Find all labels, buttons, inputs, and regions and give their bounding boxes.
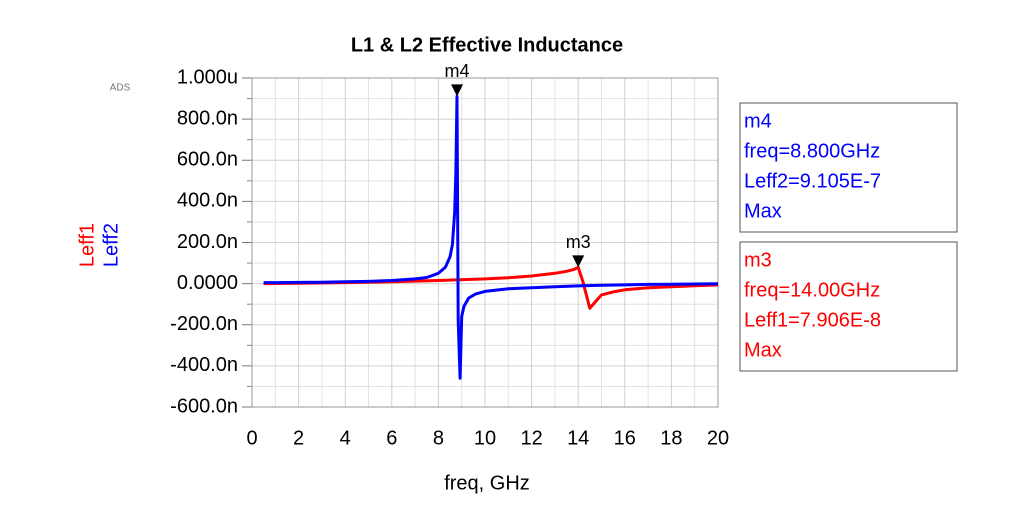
marker-triangle bbox=[572, 255, 585, 268]
y-tick-label: 400.0n bbox=[177, 190, 238, 212]
x-tick-label: 18 bbox=[660, 427, 682, 449]
x-tick-label: 10 bbox=[474, 427, 496, 449]
x-tick-label: 4 bbox=[340, 427, 351, 449]
y-tick-label: 800.0n bbox=[177, 107, 238, 129]
series-line bbox=[263, 265, 719, 310]
marker-box-line: Max bbox=[744, 200, 782, 222]
y-tick-label: -200.0n bbox=[170, 313, 238, 335]
x-tick-label: 2 bbox=[293, 427, 304, 449]
chart-title: L1 & L2 Effective Inductance bbox=[351, 34, 623, 56]
marker-box bbox=[739, 102, 958, 233]
x-tick-label: 12 bbox=[520, 427, 542, 449]
marker-box-line: freq=14.00GHz bbox=[744, 279, 880, 301]
y-tick-label: -600.0n bbox=[170, 395, 238, 417]
y-tick-label: 600.0n bbox=[177, 149, 238, 171]
marker-box bbox=[739, 241, 958, 372]
marker-box-title: m3 bbox=[744, 249, 772, 271]
y-tick-label: -400.0n bbox=[170, 354, 238, 376]
series-line bbox=[263, 94, 719, 380]
marker-box-line: Leff1=7.906E-8 bbox=[744, 309, 881, 331]
y-tick-label: 200.0n bbox=[177, 231, 238, 253]
x-tick-label: 6 bbox=[386, 427, 397, 449]
y-axis-label: Leff2 bbox=[100, 223, 122, 267]
x-tick-label: 8 bbox=[433, 427, 444, 449]
marker-box-line: Max bbox=[744, 339, 782, 361]
marker-label: m4 bbox=[445, 61, 470, 81]
x-tick-label: 14 bbox=[567, 427, 589, 449]
y-axis-label: Leff1 bbox=[76, 223, 98, 267]
x-tick-label: 16 bbox=[614, 427, 636, 449]
y-tick-label: 0.0000 bbox=[177, 272, 238, 294]
y-tick-label: 1.000u bbox=[177, 66, 238, 88]
marker-box-line: freq=8.800GHz bbox=[744, 140, 880, 162]
watermark: ADS bbox=[110, 83, 131, 94]
marker-box-title: m4 bbox=[744, 110, 772, 132]
x-tick-label: 20 bbox=[707, 427, 729, 449]
marker-triangle bbox=[451, 84, 464, 97]
marker-box-line: Leff2=9.105E-7 bbox=[744, 170, 881, 192]
x-axis-label: freq, GHz bbox=[444, 472, 530, 494]
plot-frame bbox=[251, 77, 719, 408]
marker-label: m3 bbox=[566, 232, 591, 252]
x-tick-label: 0 bbox=[246, 427, 257, 449]
